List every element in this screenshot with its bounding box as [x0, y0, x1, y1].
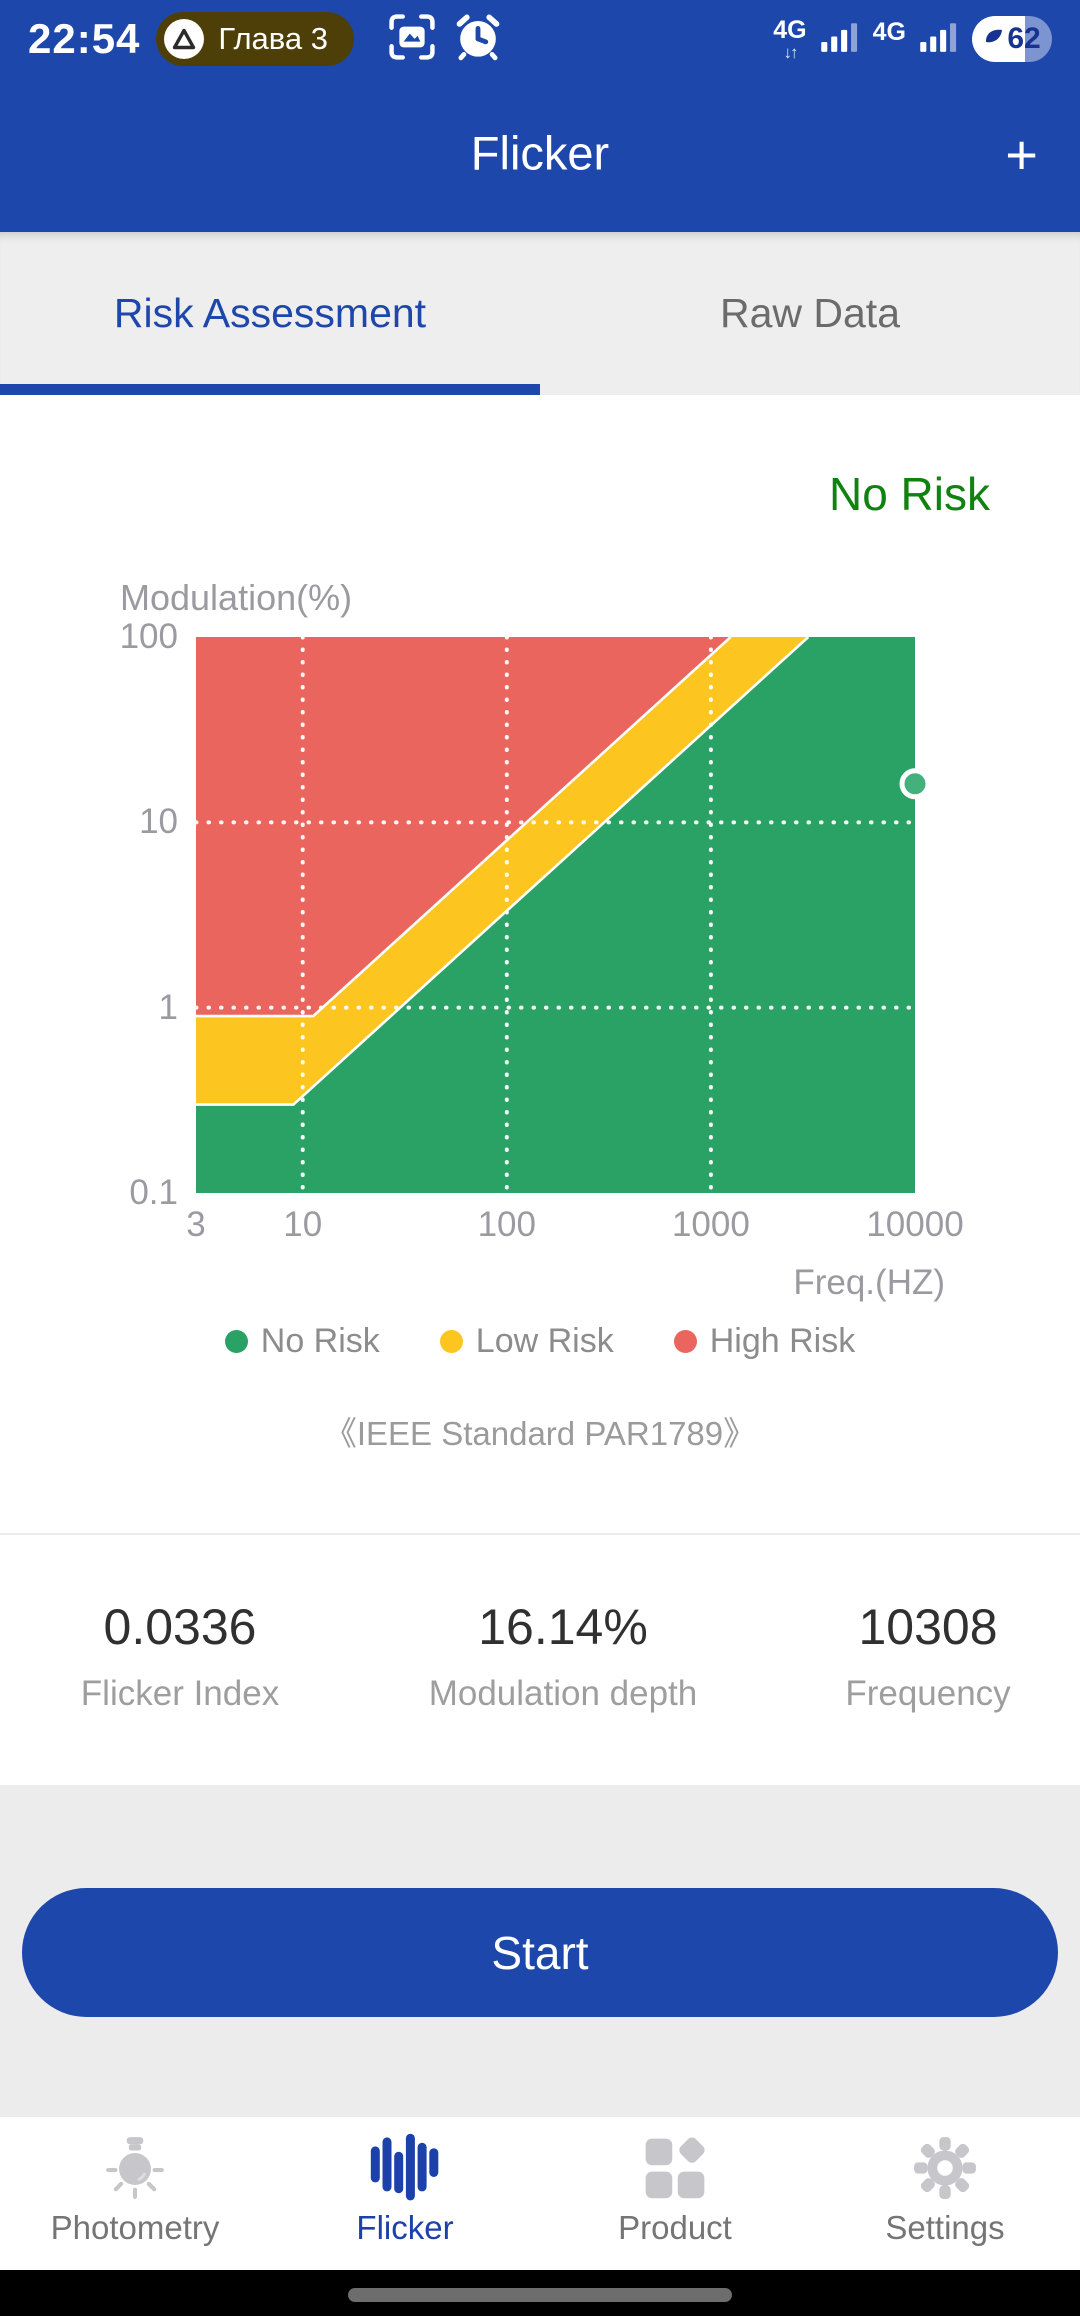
- x-tick-label: 1000: [671, 1205, 750, 1244]
- risk-status-text: No Risk: [828, 468, 990, 520]
- stat-value: 10308: [858, 1599, 998, 1655]
- page-title: Flicker: [470, 126, 610, 180]
- signal-bars-icon-2: [920, 21, 958, 58]
- risk-assessment-panel: No Risk Modulation(%) Freq.(HZ) 100 10 1 0.…: [0, 395, 1080, 1785]
- low-risk-region: [196, 637, 809, 1105]
- high-risk-boundary-line: [196, 636, 732, 1018]
- status-bar: 22:54 Глава 3: [0, 0, 1080, 78]
- battery-fill-level: [972, 16, 1025, 62]
- nav-item-photometry[interactable]: Photometry: [0, 2117, 270, 2270]
- network-indicator-2: 4G: [872, 17, 906, 46]
- standard-note: 《IEEE Standard PAR1789》: [323, 1415, 757, 1452]
- legend-dot-icon: [673, 1330, 697, 1353]
- x-tick-label: 100: [477, 1205, 536, 1244]
- audiobook-app-icon: [164, 19, 205, 59]
- y-tick-label: 100: [119, 617, 178, 656]
- action-panel: Start: [0, 1785, 1080, 2117]
- status-time: 22:54: [28, 15, 141, 62]
- stat-label: Flicker Index: [80, 1674, 280, 1713]
- stat-label: Modulation depth: [428, 1674, 698, 1713]
- stat-label: Frequency: [845, 1674, 1011, 1713]
- legend-dot-icon: [224, 1330, 248, 1353]
- nav-label: Flicker: [356, 2209, 454, 2246]
- tab-risk-assessment[interactable]: Risk Assessment: [113, 290, 427, 336]
- divider: [0, 1533, 1080, 1535]
- x-tick-label: 10000: [866, 1205, 964, 1244]
- bulb-icon: [102, 2133, 168, 2203]
- stat-value: 0.0336: [103, 1599, 257, 1655]
- screenshot-icon: [386, 11, 438, 68]
- legend-dot-icon: [439, 1330, 463, 1353]
- system-gesture-bar: [0, 2270, 1080, 2316]
- signal-bars-icon-1: [820, 21, 859, 58]
- y-tick-label: 10: [139, 802, 178, 842]
- add-button[interactable]: +: [1005, 123, 1038, 186]
- stat-value: 16.14%: [478, 1599, 648, 1655]
- risk-chart-plot: [194, 635, 931, 1195]
- nav-label: Product: [618, 2209, 732, 2246]
- legend-item: No Risk: [224, 1322, 380, 1361]
- network-indicator-1: 4G ↓↑: [773, 15, 807, 62]
- x-axis-title: Freq.(HZ): [793, 1263, 945, 1302]
- notification-text: Глава 3: [218, 21, 329, 56]
- legend-item: High Risk: [673, 1322, 856, 1361]
- alarm-icon: [452, 11, 504, 68]
- x-tick-label: 10: [283, 1205, 323, 1244]
- legend-label: High Risk: [709, 1322, 856, 1360]
- no-risk-boundary-line: [196, 636, 810, 1106]
- legend-label: No Risk: [260, 1322, 380, 1360]
- home-indicator[interactable]: [348, 2288, 732, 2302]
- nav-label: Settings: [885, 2209, 1005, 2246]
- high-risk-region: [196, 637, 731, 1017]
- legend-item: Low Risk: [439, 1322, 614, 1361]
- y-axis-title: Modulation(%): [120, 577, 353, 618]
- bottom-navigation: Photometry Flicker Product: [0, 2117, 1080, 2270]
- battery-percent: 62: [1007, 22, 1041, 55]
- tab-bar: Risk Assessment Raw Data: [0, 232, 1080, 395]
- stat-flicker-index: 0.0336 Flicker Index: [0, 395, 360, 1714]
- nav-item-flicker[interactable]: Flicker: [270, 2117, 540, 2270]
- active-tab-indicator: [0, 384, 540, 395]
- nav-label: Photometry: [50, 2209, 220, 2246]
- data-arrows-icon: ↓↑: [783, 42, 798, 62]
- power-save-leaf-icon: [983, 26, 1005, 53]
- legend-label: Low Risk: [475, 1322, 614, 1360]
- battery-indicator: 62: [972, 16, 1052, 62]
- no-risk-region: [196, 637, 915, 1193]
- chart-legend: No Risk Low Risk High Risk: [0, 1322, 1080, 1361]
- x-tick-label: 3: [186, 1205, 206, 1244]
- grid-icon: [642, 2133, 708, 2203]
- notification-pill[interactable]: Глава 3: [156, 12, 355, 66]
- nav-item-product[interactable]: Product: [540, 2117, 810, 2270]
- y-tick-label: 1: [158, 987, 178, 1027]
- app-header: 22:54 Глава 3: [0, 0, 1080, 232]
- gear-icon: [912, 2133, 978, 2203]
- nav-item-settings[interactable]: Settings: [810, 2117, 1080, 2270]
- start-button[interactable]: Start: [22, 1888, 1058, 2017]
- tab-raw-data[interactable]: Raw Data: [719, 290, 900, 336]
- y-tick-label: 0.1: [129, 1173, 178, 1212]
- stat-frequency: 10308 Frequency: [788, 395, 1068, 1714]
- measurement-point: [899, 768, 931, 800]
- risk-chart: Modulation(%) Freq.(HZ) 100 10 1 0.1 3 10 100 1…: [0, 395, 1080, 1395]
- stat-modulation-depth: 16.14% Modulation depth: [363, 395, 763, 1714]
- waveform-icon: [370, 2133, 440, 2203]
